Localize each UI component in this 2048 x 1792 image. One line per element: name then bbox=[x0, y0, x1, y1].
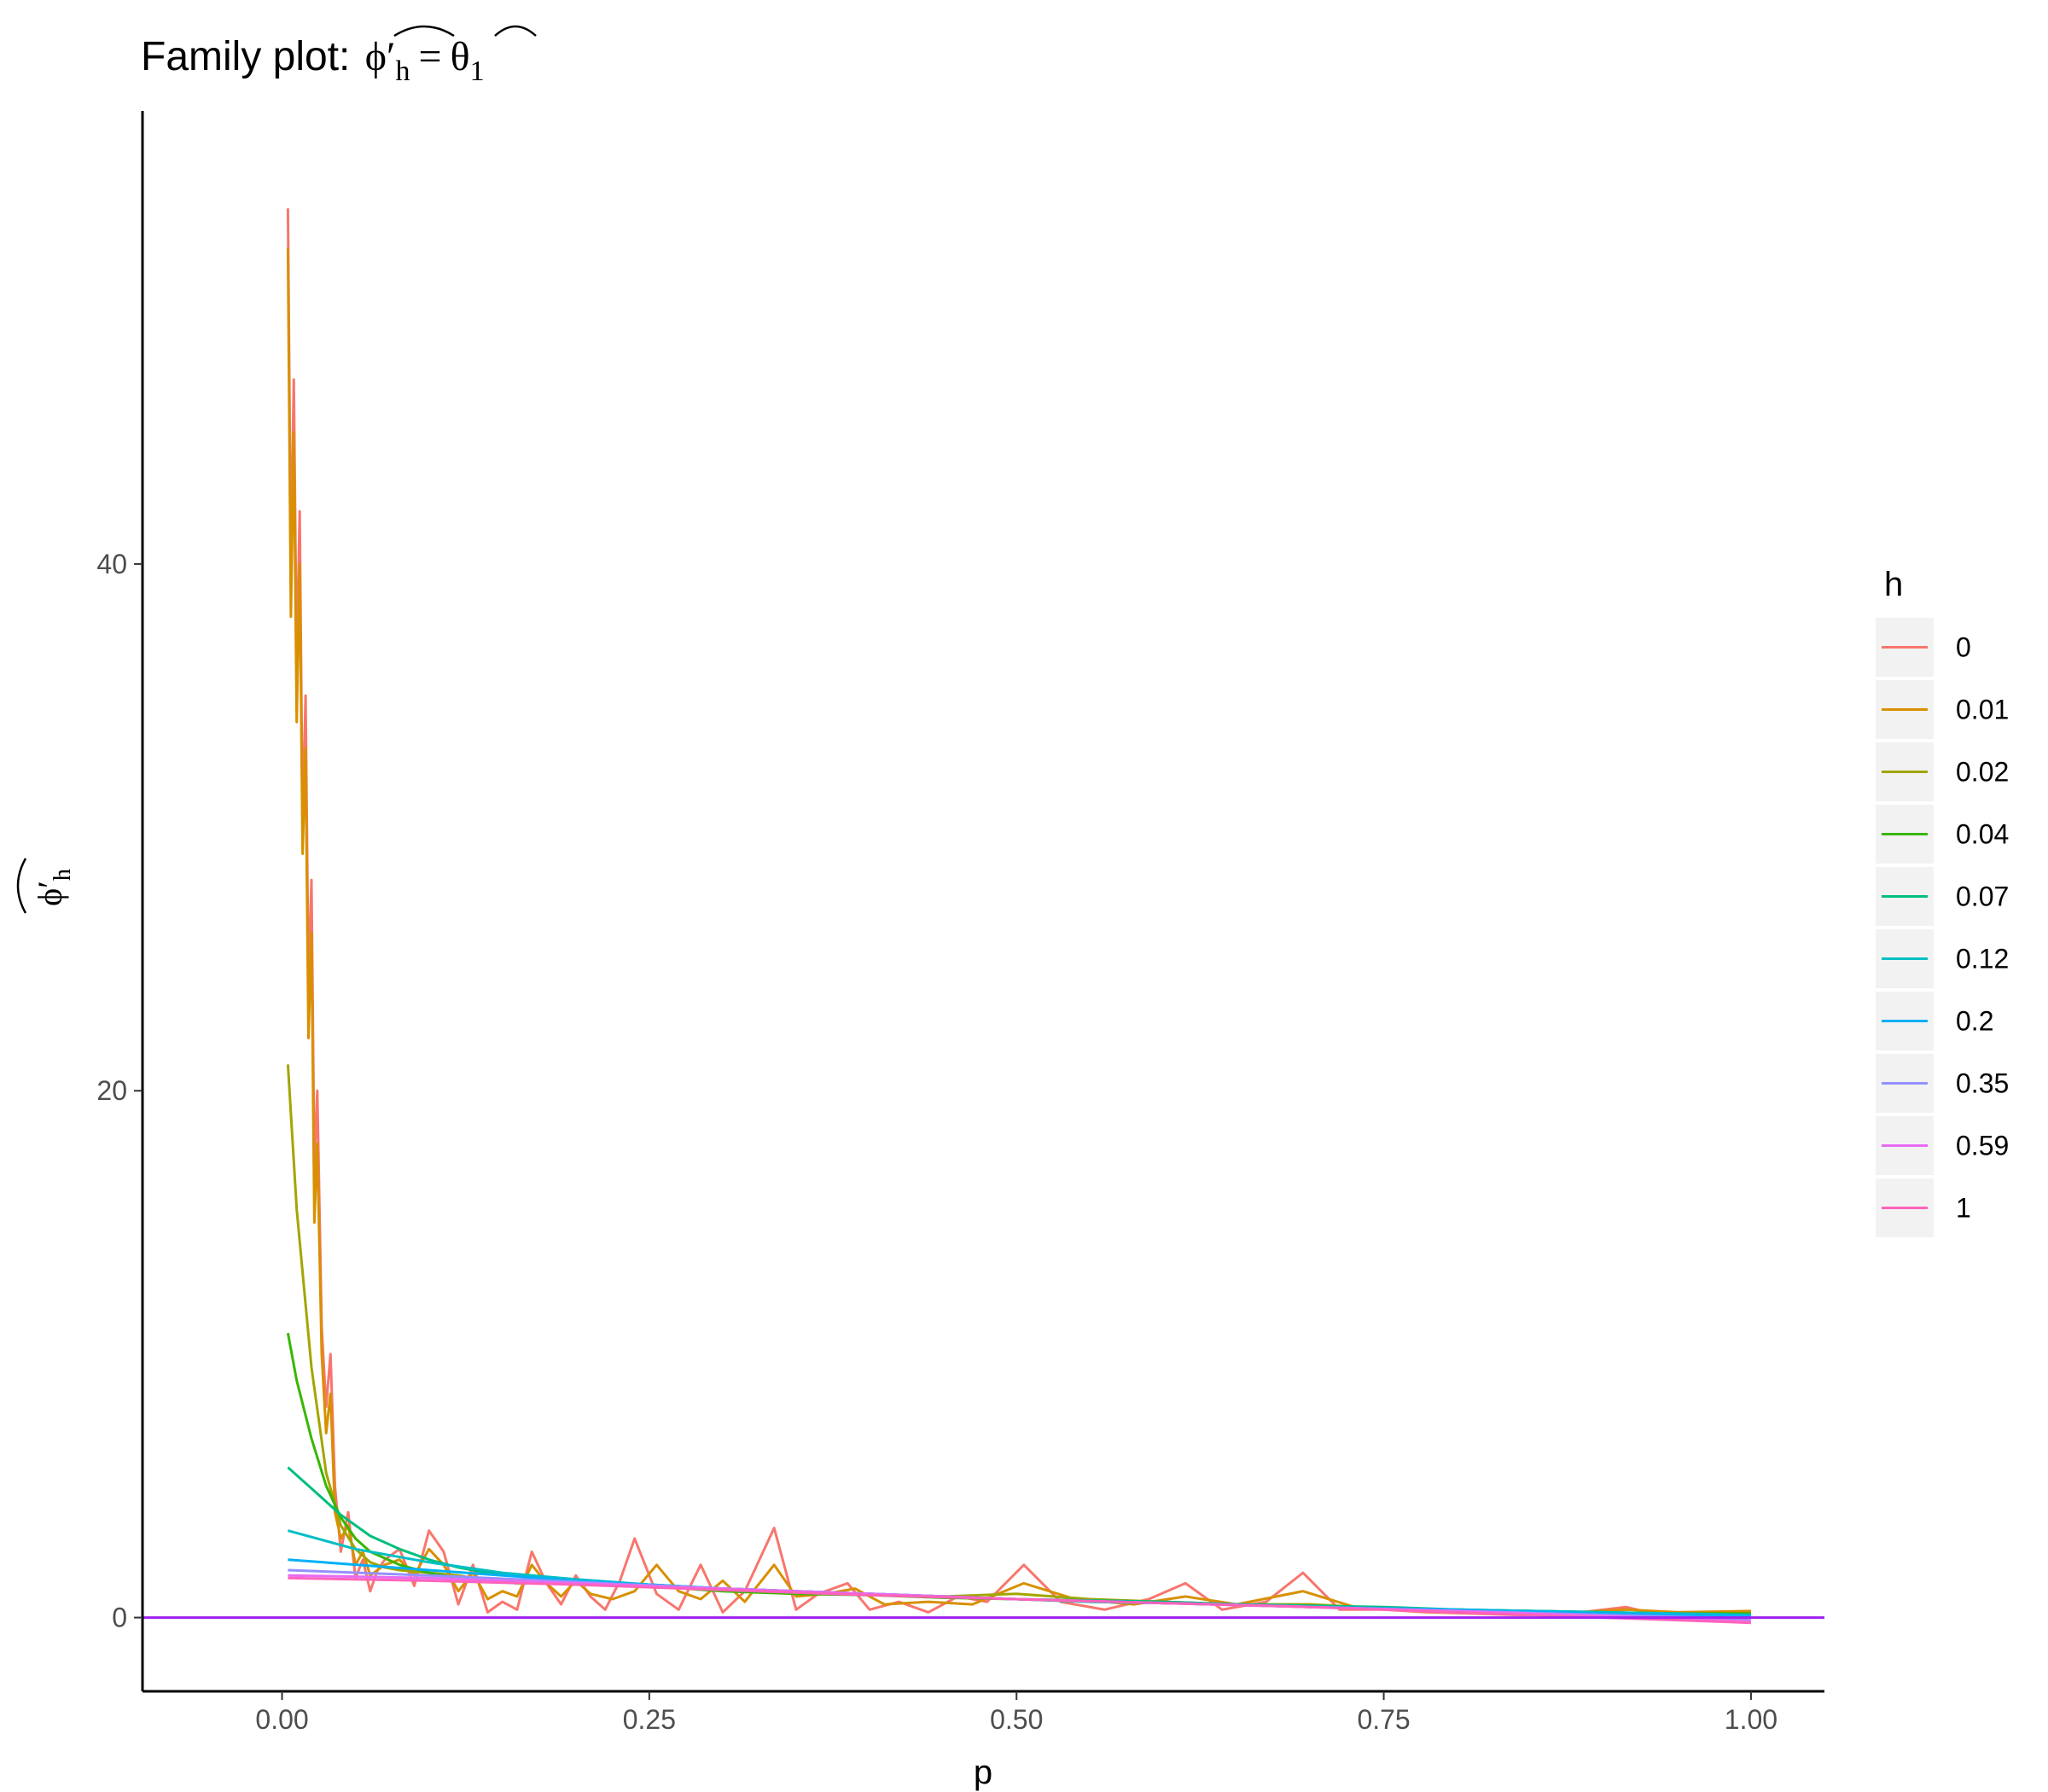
x-tick-label: 0.00 bbox=[255, 1704, 308, 1735]
legend: h 0 0.01 0.02 0.04 0.07 0.12 0.2 0.35 0.59 1 bbox=[1876, 566, 2009, 1237]
legend-item: 0.35 bbox=[1876, 1054, 2009, 1113]
x-axis-title: p bbox=[974, 1754, 992, 1791]
legend-label: 0.35 bbox=[1956, 1068, 2009, 1099]
legend-label: 0 bbox=[1956, 632, 1971, 663]
legend-label: 0.59 bbox=[1956, 1131, 2009, 1161]
legend-item: 0.02 bbox=[1876, 742, 2009, 801]
x-axis-ticks: 0.00 0.25 0.50 0.75 1.00 bbox=[255, 1691, 1777, 1735]
legend-title: h bbox=[1884, 566, 1903, 603]
svg-text:Family plot: ϕ′h=θ1: Family plot: ϕ′h = θ1 bbox=[141, 34, 485, 87]
x-tick-label: 1.00 bbox=[1725, 1704, 1777, 1735]
title-rhs-sub: 1 bbox=[470, 55, 485, 87]
series-line-9 bbox=[288, 1576, 1751, 1625]
plot-title: Family plot: ϕ′h = θ1 bbox=[141, 25, 537, 87]
legend-label: 0.04 bbox=[1956, 819, 2009, 850]
title-eq: = bbox=[419, 34, 442, 79]
legend-item: 0.12 bbox=[1876, 929, 2009, 988]
legend-item: 0.04 bbox=[1876, 805, 2009, 864]
legend-label: 0.01 bbox=[1956, 695, 2009, 725]
title-rhs-hat bbox=[494, 25, 537, 37]
title-lhs-sub: h bbox=[396, 55, 410, 87]
x-tick-label: 0.50 bbox=[990, 1704, 1043, 1735]
legend-label: 0.02 bbox=[1956, 757, 2009, 788]
y-tick-label: 0 bbox=[112, 1603, 127, 1633]
y-axis-ticks: 0 20 40 bbox=[96, 549, 143, 1633]
y-tick-label: 20 bbox=[96, 1075, 127, 1106]
y-tick-label: 40 bbox=[96, 549, 127, 579]
y-axis-title-sub: h bbox=[49, 869, 76, 881]
legend-item: 0.59 bbox=[1876, 1116, 2009, 1175]
x-tick-label: 0.25 bbox=[623, 1704, 676, 1735]
series-layer bbox=[286, 208, 1752, 1625]
legend-item: 0.07 bbox=[1876, 867, 2009, 926]
legend-item: 0.01 bbox=[1876, 680, 2009, 739]
plot-area bbox=[143, 208, 1824, 1625]
legend-label: 0.07 bbox=[1956, 881, 2009, 912]
legend-label: 0.2 bbox=[1956, 1006, 1993, 1037]
y-axis-title: ϕ′h bbox=[16, 858, 76, 914]
title-lhs-base: ϕ′ bbox=[365, 34, 396, 79]
series-line-0 bbox=[286, 208, 1752, 1616]
legend-items: 0 0.01 0.02 0.04 0.07 0.12 0.2 0.35 0.59 1 bbox=[1876, 618, 2009, 1237]
x-tick-label: 0.75 bbox=[1357, 1704, 1410, 1735]
y-axis-title-hat bbox=[16, 858, 27, 914]
legend-item: 0 bbox=[1876, 618, 1971, 677]
plot-title-text: Family plot: bbox=[141, 34, 362, 79]
legend-label: 1 bbox=[1956, 1193, 1971, 1224]
legend-item: 0.2 bbox=[1876, 992, 1993, 1050]
svg-text:ϕ′h: ϕ′h bbox=[31, 869, 76, 906]
legend-label: 0.12 bbox=[1956, 944, 2009, 975]
y-axis-title-base: ϕ′ bbox=[31, 881, 69, 906]
title-rhs-base: θ bbox=[451, 34, 470, 79]
title-lhs-hat bbox=[393, 25, 455, 38]
legend-item: 1 bbox=[1876, 1178, 1971, 1237]
